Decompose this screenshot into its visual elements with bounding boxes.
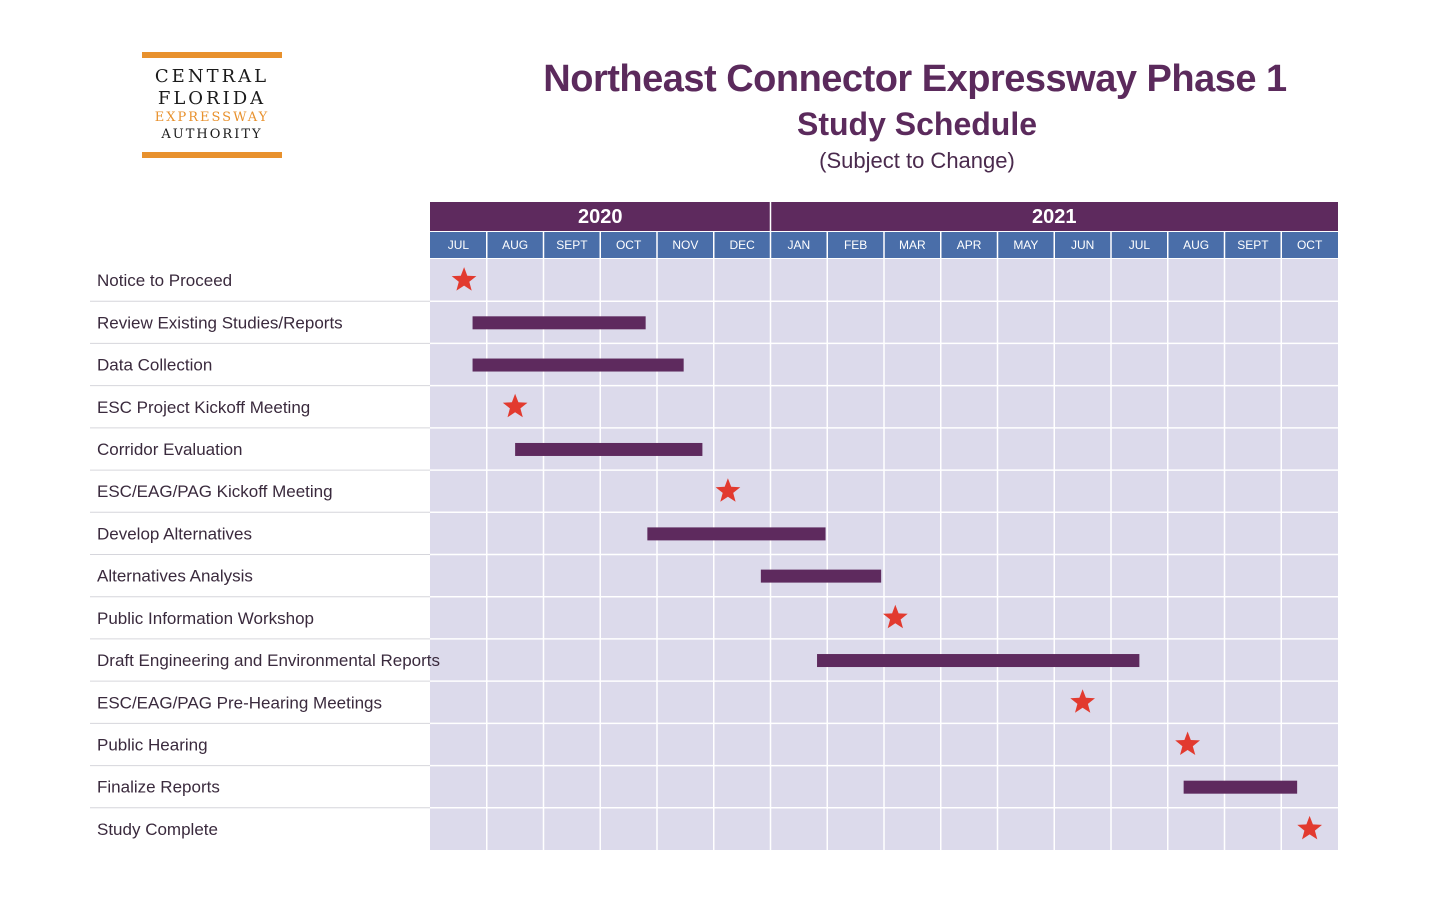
- month-header-cell: [1054, 232, 1111, 258]
- gantt-grid: [90, 259, 1338, 850]
- page-title: Northeast Connector Expressway Phase 1: [543, 58, 1287, 100]
- task-label: Public Hearing: [97, 735, 208, 754]
- month-label: NOV: [672, 238, 698, 252]
- month-header-cell: [997, 232, 1055, 258]
- month-label: JUN: [1071, 238, 1094, 252]
- milestone-star: [1175, 731, 1200, 755]
- month-header-cell: [770, 232, 828, 258]
- month-header-cell: [1111, 232, 1168, 258]
- task-label: Alternatives Analysis: [97, 567, 253, 586]
- month-label: MAY: [1013, 238, 1038, 252]
- page-note: (Subject to Change): [819, 148, 1015, 173]
- gantt-marks: [451, 267, 1322, 840]
- month-label: SEPT: [556, 238, 588, 252]
- month-header-cell: [1281, 232, 1338, 258]
- month-label: SEPT: [1237, 238, 1269, 252]
- month-header-cell: [1224, 232, 1282, 258]
- milestone-star: [715, 478, 741, 502]
- task-label: Public Information Workshop: [97, 609, 314, 628]
- task-label: Draft Engineering and Environmental Repo…: [97, 651, 440, 670]
- task-label: Corridor Evaluation: [97, 440, 243, 459]
- month-label: OCT: [616, 238, 642, 252]
- year-label: 2020: [578, 206, 623, 228]
- month-header-cell: [940, 232, 998, 258]
- month-label: DEC: [729, 238, 755, 252]
- month-header-cell: [430, 232, 487, 258]
- year-label: 2021: [1032, 206, 1077, 228]
- month-label: MAR: [899, 238, 926, 252]
- month-label: FEB: [844, 238, 867, 252]
- month-header-cell: [657, 232, 714, 258]
- milestone-star: [451, 267, 477, 291]
- task-label: ESC/EAG/PAG Kickoff Meeting: [97, 482, 333, 501]
- task-bar: [515, 442, 703, 456]
- task-label: Notice to Proceed: [97, 271, 232, 290]
- logo-line-authority: AUTHORITY: [161, 127, 263, 142]
- month-label: OCT: [1297, 238, 1323, 252]
- month-label: AUG: [1183, 238, 1209, 252]
- month-header-cell: [600, 232, 657, 258]
- task-label: ESC Project Kickoff Meeting: [97, 398, 310, 417]
- year-header-cell: [770, 202, 1338, 231]
- task-bar: [1183, 780, 1298, 794]
- task-bar: [472, 358, 684, 372]
- milestone-star: [1297, 815, 1322, 840]
- gantt-header: 2020 2021 JUL AUG SEPT OCT NOV DEC JAN FEB MAR APR M…: [430, 202, 1338, 258]
- logo-bottom-bar: [142, 152, 282, 158]
- task-bar: [647, 527, 826, 541]
- month-header-cell: [884, 232, 941, 258]
- logo-line-expressway: EXPRESSWAY: [154, 110, 270, 125]
- month-label: APR: [957, 238, 982, 252]
- year-header-cell: [430, 202, 771, 231]
- month-label: JUL: [1129, 238, 1151, 252]
- task-bar: [472, 316, 646, 330]
- month-label: JUL: [448, 238, 470, 252]
- cfx-logo: CENTRAL FLORIDA EXPRESSWAY AUTHORITY: [142, 52, 282, 160]
- month-header-cell: [486, 232, 544, 258]
- month-header-cell: [1167, 232, 1225, 258]
- milestone-star: [502, 393, 528, 418]
- task-label: Review Existing Studies/Reports: [97, 313, 343, 332]
- month-header-cell: [713, 232, 771, 258]
- logo-line-central: CENTRAL: [154, 66, 270, 87]
- month-header-cell: [543, 232, 601, 258]
- milestone-star: [1070, 689, 1095, 713]
- task-bar: [760, 569, 882, 583]
- gantt-rows: Notice to Proceed Review Existing Studies…: [97, 271, 440, 839]
- task-label: Finalize Reports: [97, 778, 220, 797]
- month-header-cell: [827, 232, 884, 258]
- task-label: ESC/EAG/PAG Pre-Hearing Meetings: [97, 693, 382, 712]
- task-label: Develop Alternatives: [97, 524, 252, 543]
- page-subtitle: Study Schedule: [796, 106, 1038, 142]
- logo-line-florida: FLORIDA: [157, 88, 267, 109]
- month-label: AUG: [502, 238, 528, 252]
- month-label: JAN: [788, 238, 811, 252]
- logo-top-bar: [142, 52, 282, 58]
- task-label: Study Complete: [97, 820, 218, 839]
- milestone-star: [883, 604, 908, 629]
- task-bar: [817, 654, 1140, 668]
- task-label: Data Collection: [97, 356, 212, 375]
